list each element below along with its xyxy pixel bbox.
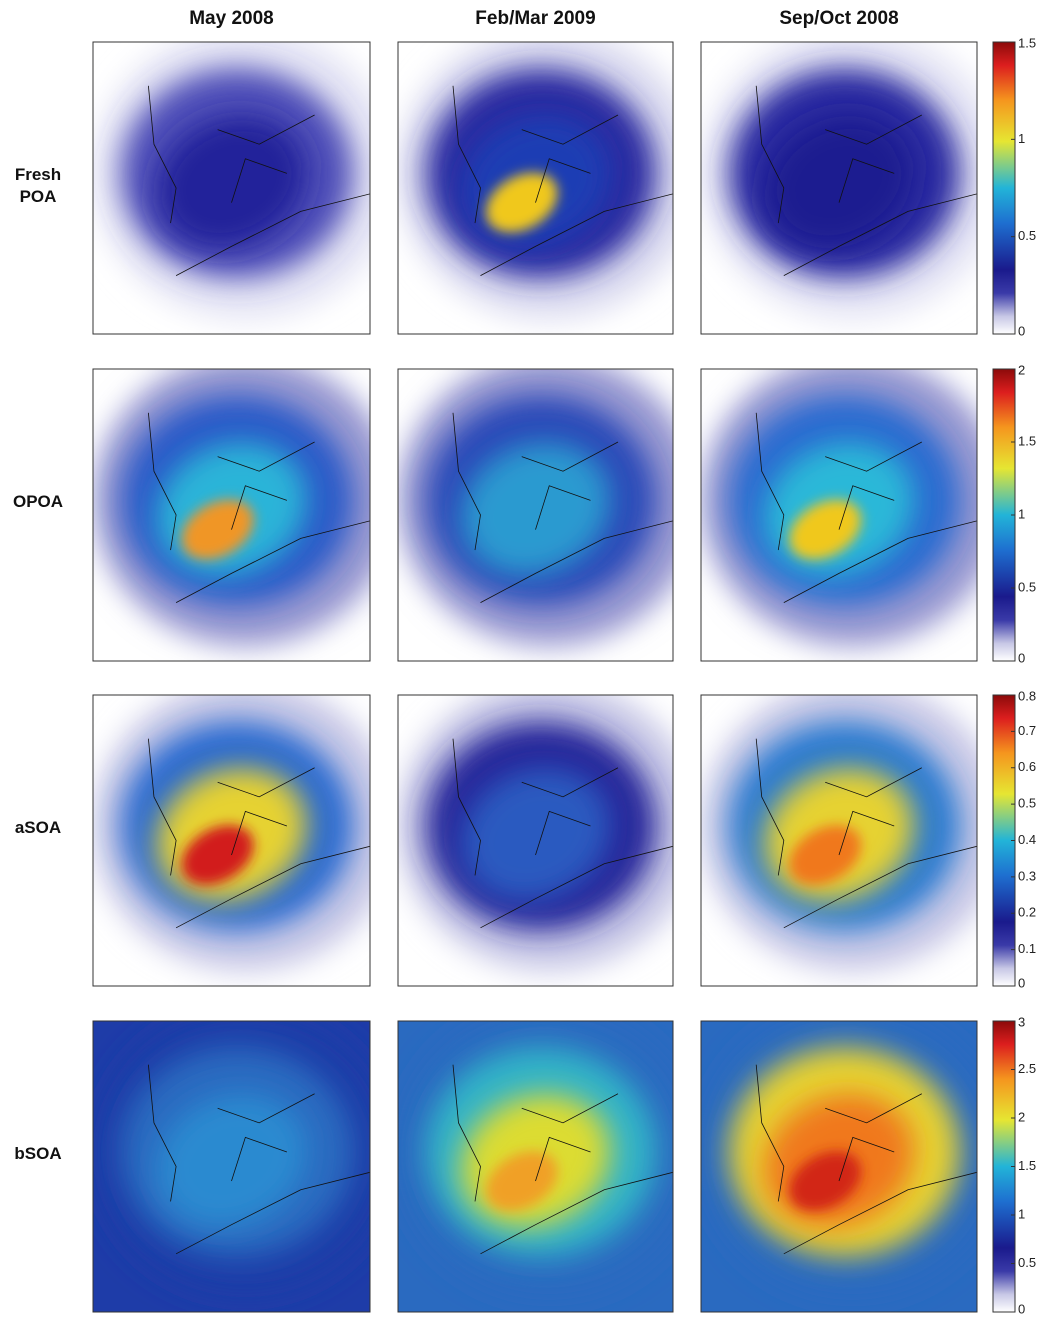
map-panel: [397, 368, 674, 662]
map-frame: [92, 694, 371, 987]
colorbar-tick-label: 0.6: [1018, 759, 1036, 774]
colorbar-tick-label: 0.5: [1018, 579, 1036, 594]
coastline: [452, 1064, 673, 1255]
field: [181, 499, 254, 560]
field: [789, 1151, 862, 1211]
colorbar-tick-label: 0.5: [1018, 796, 1036, 811]
map-panel: [92, 694, 371, 987]
map-frame: [397, 1020, 674, 1313]
colorbar-tick-label: 0.5: [1018, 1255, 1036, 1270]
map-panel: [700, 368, 978, 662]
field: [181, 825, 254, 885]
map-field: [701, 369, 977, 661]
map-frame: [700, 1020, 978, 1313]
coastline: [148, 1064, 370, 1255]
map-frame: [92, 368, 371, 662]
field: [156, 115, 307, 249]
column-title: Sep/Oct 2008: [779, 8, 899, 29]
colorbar-tick-label: 1.5: [1018, 433, 1036, 448]
column-title: Feb/Mar 2009: [475, 8, 596, 29]
map-field: [701, 42, 977, 334]
map-panel: [700, 1020, 978, 1313]
coastline: [755, 85, 977, 276]
colorbar-tick-label: 0.2: [1018, 905, 1036, 920]
colorbar-tick-label: 0: [1018, 975, 1025, 990]
colorbar-tick-label: 0.5: [1018, 228, 1036, 243]
map-field: [398, 1021, 673, 1312]
colorbar-tick-label: 1: [1018, 506, 1025, 521]
field: [460, 442, 611, 576]
colorbar-tick-label: 0: [1018, 1301, 1025, 1316]
map-field: [93, 1021, 370, 1312]
map-field: [93, 369, 370, 661]
row-label: OPOA: [12, 492, 64, 511]
map-field: [398, 369, 673, 661]
map-field: [701, 695, 977, 986]
row-label: bSOA: [14, 1143, 62, 1163]
coastline: [755, 412, 977, 603]
colorbar-tick-label: 0.4: [1018, 832, 1036, 847]
map-field: [398, 42, 673, 334]
column-title: May 2008: [189, 8, 274, 29]
field: [485, 172, 558, 233]
coastline: [755, 738, 977, 929]
colorbar-tick-label: 0.7: [1018, 723, 1036, 738]
field: [156, 1094, 307, 1228]
colorbar-tick-label: 3: [1018, 1014, 1025, 1029]
coastline: [148, 738, 370, 929]
colorbar-tick-label: 1.5: [1018, 35, 1036, 50]
map-field: [398, 695, 673, 986]
colorbar-tick-label: 0: [1018, 650, 1025, 665]
map-frame: [397, 694, 674, 987]
coastline: [452, 85, 673, 276]
map-panel: [92, 41, 371, 335]
colorbar-tick-label: 0.8: [1018, 688, 1036, 703]
map-frame: [92, 41, 371, 335]
field: [789, 825, 862, 885]
map-frame: [397, 41, 674, 335]
map-field: [701, 1021, 977, 1312]
colorbar-tick-label: 0.3: [1018, 868, 1036, 883]
colorbar-tick-label: 2: [1018, 362, 1025, 377]
map-frame: [700, 694, 978, 987]
map-panel: [92, 1020, 371, 1313]
row-label: Fresh POA: [14, 165, 62, 206]
map-field: [93, 42, 370, 334]
map-panel: [397, 41, 674, 335]
coastline: [755, 1064, 977, 1255]
row-label: aSOA: [14, 817, 62, 837]
colorbar-tick-label: 1: [1018, 1206, 1025, 1221]
colorbar: [992, 41, 1016, 335]
map-panel: [700, 41, 978, 335]
colorbar-tick-label: 1: [1018, 131, 1025, 146]
map-frame: [92, 1020, 371, 1313]
map-frame: [700, 41, 978, 335]
colorbar-tick-label: 1.5: [1018, 1158, 1036, 1173]
map-field: [93, 695, 370, 986]
map-panel: [92, 368, 371, 662]
coastline: [452, 412, 673, 603]
colorbar-tick-label: 2.5: [1018, 1061, 1036, 1076]
map-frame: [700, 368, 978, 662]
coastline: [452, 738, 673, 929]
coastline: [148, 85, 370, 276]
field: [460, 768, 611, 902]
map-frame: [397, 368, 674, 662]
map-panel: [397, 694, 674, 987]
colorbar-tick-label: 0.1: [1018, 941, 1036, 956]
field: [485, 1151, 558, 1211]
coastline: [148, 412, 370, 603]
map-panel: [397, 1020, 674, 1313]
field: [789, 499, 862, 560]
field: [763, 115, 915, 249]
colorbar-tick-label: 0: [1018, 323, 1025, 338]
map-panel: [700, 694, 978, 987]
colorbar-tick-label: 2: [1018, 1109, 1025, 1124]
